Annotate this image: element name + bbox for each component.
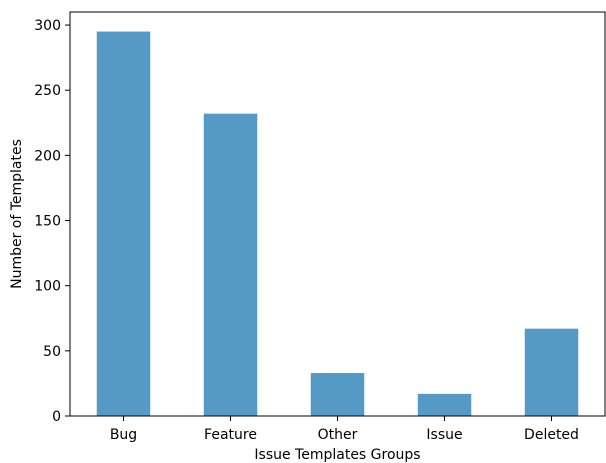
bar-other xyxy=(310,372,365,416)
bar-feature xyxy=(203,113,258,416)
y-tick-label: 300 xyxy=(34,18,61,34)
y-tick-label: 250 xyxy=(34,83,61,99)
y-tick-label: 0 xyxy=(52,409,61,425)
bar-deleted xyxy=(524,328,579,416)
bar-bug xyxy=(96,31,151,416)
x-tick-label-bug: Bug xyxy=(110,427,137,443)
y-axis-ticks: 0 50 100 150 200 250 300 xyxy=(34,18,70,425)
x-tick-label-issue: Issue xyxy=(426,427,462,443)
plot-frame xyxy=(69,11,606,417)
bars-group xyxy=(96,31,579,416)
y-tick-label: 150 xyxy=(34,214,61,230)
x-tick-label-deleted: Deleted xyxy=(524,427,579,443)
y-tick-label: 200 xyxy=(34,148,61,164)
y-axis-label: Number of Templates xyxy=(9,139,25,289)
x-axis-ticks: Bug Feature Other Issue Deleted xyxy=(110,416,579,443)
y-tick-label: 50 xyxy=(43,344,61,360)
bar-issue xyxy=(417,393,472,416)
x-axis-label: Issue Templates Groups xyxy=(254,447,420,463)
x-tick-label-other: Other xyxy=(318,427,358,443)
y-tick-label: 100 xyxy=(34,279,61,295)
x-tick-label-feature: Feature xyxy=(204,427,257,443)
